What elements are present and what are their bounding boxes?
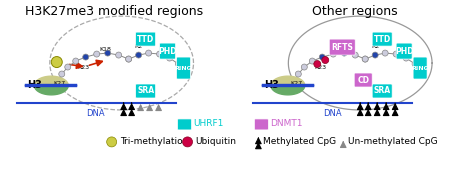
Text: RFTS: RFTS [331, 43, 353, 52]
Circle shape [94, 51, 100, 57]
Text: Un-methylated CpG: Un-methylated CpG [348, 137, 438, 146]
Circle shape [322, 57, 329, 64]
Circle shape [59, 71, 65, 77]
Text: Methylated CpG: Methylated CpG [264, 137, 337, 146]
Circle shape [73, 58, 79, 64]
Circle shape [182, 69, 188, 75]
Circle shape [83, 54, 89, 60]
Text: H3K27me3 modified regions: H3K27me3 modified regions [25, 5, 203, 18]
FancyBboxPatch shape [396, 43, 412, 59]
Circle shape [65, 64, 71, 70]
FancyBboxPatch shape [176, 57, 191, 79]
Text: H3: H3 [27, 80, 42, 90]
Circle shape [341, 50, 347, 56]
Text: DNMT1: DNMT1 [270, 120, 303, 129]
Circle shape [51, 57, 62, 68]
Text: H3: H3 [264, 80, 279, 90]
Text: PHD: PHD [158, 47, 177, 56]
Text: TTD: TTD [374, 35, 391, 44]
Circle shape [182, 137, 192, 147]
Circle shape [382, 50, 388, 56]
Text: K27: K27 [54, 81, 66, 86]
Circle shape [393, 51, 399, 57]
Text: R2: R2 [135, 44, 143, 49]
Circle shape [362, 56, 368, 62]
FancyBboxPatch shape [329, 39, 355, 55]
Text: SRA: SRA [374, 87, 391, 96]
Circle shape [301, 64, 307, 70]
Circle shape [314, 60, 321, 68]
Circle shape [105, 50, 110, 56]
Text: DNA: DNA [86, 109, 105, 118]
FancyBboxPatch shape [136, 32, 155, 46]
Text: UHRF1: UHRF1 [193, 120, 224, 129]
Text: RING: RING [411, 66, 429, 71]
Circle shape [319, 54, 325, 60]
FancyBboxPatch shape [372, 84, 392, 98]
Text: K23: K23 [78, 65, 90, 70]
FancyBboxPatch shape [372, 32, 392, 46]
Text: SRA: SRA [137, 87, 154, 96]
Circle shape [126, 56, 132, 62]
Circle shape [146, 50, 152, 56]
Text: K18: K18 [337, 47, 348, 52]
Text: RING: RING [174, 66, 192, 71]
Circle shape [295, 71, 301, 77]
Circle shape [136, 52, 142, 58]
Text: TTD: TTD [137, 35, 154, 44]
Text: DNA: DNA [323, 109, 342, 118]
FancyBboxPatch shape [255, 119, 268, 130]
Circle shape [372, 52, 378, 58]
Circle shape [310, 58, 315, 64]
Text: Tri-methylation: Tri-methylation [119, 137, 188, 146]
Circle shape [107, 137, 117, 147]
Circle shape [175, 61, 182, 67]
Text: K27: K27 [290, 81, 302, 86]
Circle shape [330, 51, 336, 57]
Circle shape [412, 61, 418, 67]
FancyBboxPatch shape [178, 119, 191, 130]
FancyBboxPatch shape [136, 84, 155, 98]
Text: Other regions: Other regions [312, 5, 398, 18]
Circle shape [156, 51, 163, 57]
Circle shape [403, 55, 409, 61]
Circle shape [166, 55, 173, 61]
Circle shape [126, 56, 132, 62]
Text: PHD: PHD [395, 47, 413, 56]
Text: K23: K23 [314, 65, 326, 70]
FancyBboxPatch shape [413, 57, 427, 79]
Text: K18: K18 [100, 47, 111, 52]
Circle shape [362, 56, 368, 62]
Text: R2: R2 [371, 44, 379, 49]
Circle shape [352, 52, 358, 58]
Circle shape [418, 69, 424, 75]
Text: Ubiquitin: Ubiquitin [195, 137, 237, 146]
FancyBboxPatch shape [354, 73, 372, 87]
Circle shape [116, 52, 122, 58]
Text: CD: CD [357, 76, 369, 85]
FancyBboxPatch shape [160, 43, 175, 59]
